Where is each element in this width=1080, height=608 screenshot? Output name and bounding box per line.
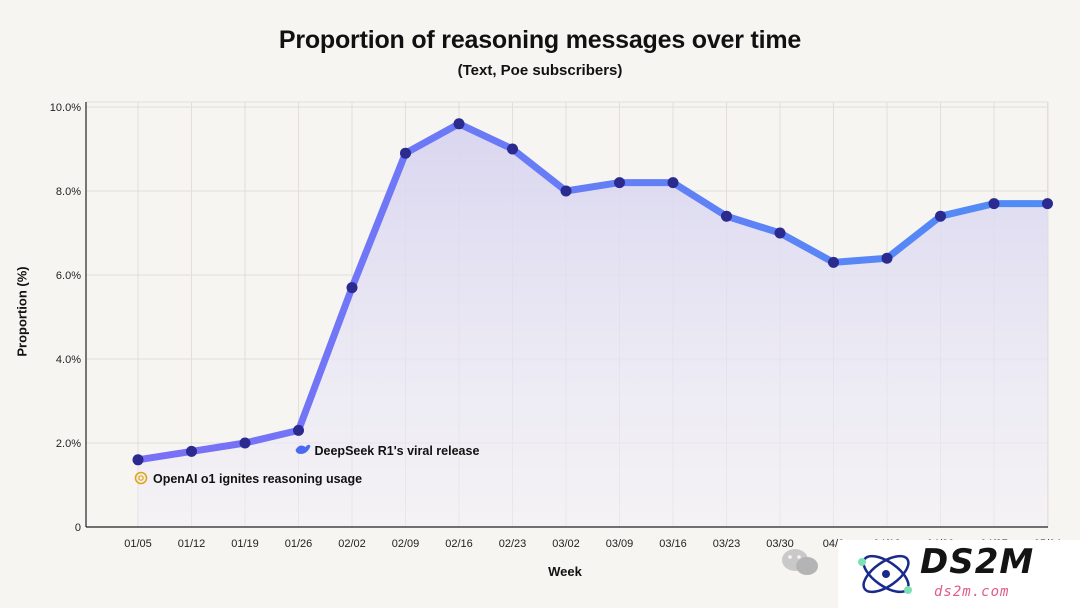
y-tick-label: 0 [75, 522, 81, 534]
area-fill [138, 123, 1048, 528]
data-point-01-26 [293, 424, 304, 436]
y-tick-label: 8.0% [56, 186, 81, 198]
chart-title: Proportion of reasoning messages over ti… [278, 26, 802, 54]
data-point-01-19 [239, 437, 251, 449]
openai-logo-core [138, 475, 144, 481]
data-point-03-16 [667, 177, 679, 189]
data-point-03-30 [774, 227, 786, 239]
series-line [134, 120, 1051, 464]
x-tick-label: 01/26 [285, 538, 313, 550]
watermark-url: ds2m.com [934, 584, 1010, 600]
y-tick-label: 6.0% [56, 270, 81, 282]
x-tick-label: 03/02 [552, 538, 580, 550]
data-point-01-12 [186, 445, 197, 457]
x-tick-label: 03/09 [606, 538, 634, 550]
annotation-openai: OpenAI o1 ignites reasoning usage [153, 472, 362, 486]
data-point-04-06 [828, 256, 839, 268]
x-tick-label: 01/12 [178, 538, 206, 550]
data-point-02-23 [507, 143, 518, 155]
data-point-05-04 [1042, 198, 1053, 210]
x-tick-label: 03/30 [766, 538, 794, 550]
x-tick-label: 03/23 [713, 538, 741, 550]
openai-logo-ring [134, 471, 148, 485]
x-tick-label: 03/16 [659, 538, 687, 550]
y-tick-label: 2.0% [56, 438, 81, 450]
x-tick-label: 01/19 [231, 538, 259, 550]
data-point-03-02 [560, 185, 572, 197]
x-tick-label: 02/02 [338, 538, 366, 550]
openai-logo-icon [134, 471, 148, 485]
deepseek-whale-icon [295, 444, 311, 454]
data-point-04-20 [935, 210, 946, 222]
deepseek-whale-shape [295, 444, 311, 454]
chart-subtitle: (Text, Poe subscribers) [457, 62, 623, 79]
y-tick-label: 4.0% [56, 354, 81, 366]
data-point-03-09 [614, 177, 625, 189]
data-point-02-09 [400, 147, 411, 159]
x-tick-label: 02/23 [499, 538, 527, 550]
wechat-icon [780, 546, 820, 580]
data-point-04-27 [988, 198, 1000, 210]
x-tick-label: 01/05 [124, 538, 152, 550]
watermark-brand: DS2M [920, 542, 1035, 582]
atom-logo-icon [858, 554, 912, 594]
y-tick-label: 10.0% [50, 102, 81, 114]
annotation-deepseek: DeepSeek R1's viral release [315, 444, 480, 458]
data-point-02-16 [453, 118, 465, 130]
x-tick-label: 02/16 [445, 538, 473, 550]
ds2m-watermark: DS2M ds2m.com [838, 540, 1080, 608]
x-axis-label: Week [548, 564, 582, 579]
x-tick-label: 02/09 [392, 538, 420, 550]
data-point-03-23 [721, 210, 732, 222]
data-point-01-05 [132, 454, 144, 466]
data-point-04-13 [881, 252, 893, 264]
data-point-02-02 [346, 282, 358, 294]
